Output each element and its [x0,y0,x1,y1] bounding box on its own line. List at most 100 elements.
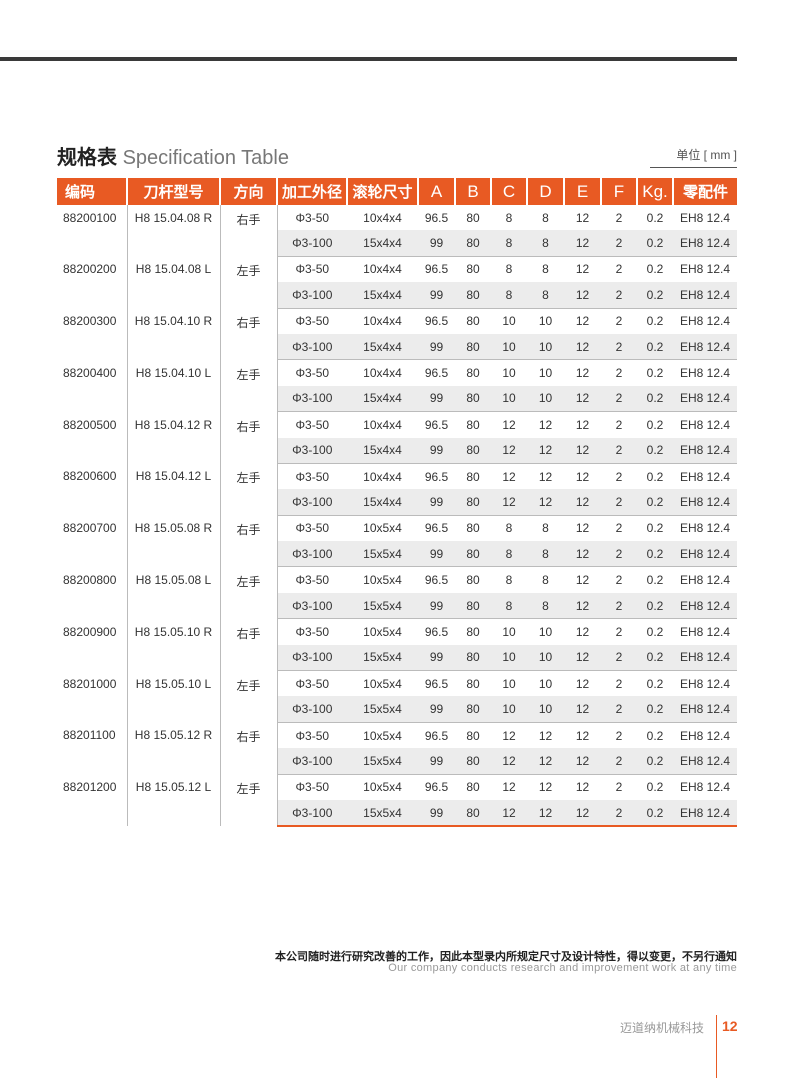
table-cell: 10 [491,696,527,723]
table-cell: EH8 12.4 [673,592,737,620]
table-cell: 96.5 [424,624,449,639]
product-code: 88201000 [57,670,128,723]
table-row: 88200600 H8 15.04.12 L 左手 Φ3-50 10x4x4 96.5 80… [57,463,737,516]
table-cell: 99 [418,437,455,464]
table-cell: 80 [466,573,480,588]
table-cell: 12 [491,437,527,464]
table-cell: 80 [455,748,491,775]
table-cell: 0.2 [637,489,673,516]
table-cell: 0.2 [646,469,664,484]
table-cell: EH8 12.4 [679,469,731,484]
disclaimer-cn: 本公司随时进行研究改善的工作，因此本型录内所规定尺寸及设计特性，得以变更，不另行… [275,951,737,963]
table-cell: 2 [615,521,623,536]
table-cell: 2 [601,541,637,568]
table-cell: 0.2 [637,644,673,672]
table-cell: EH8 12.4 [673,333,737,361]
table-cell: 2 [615,469,623,484]
table-cell: 12 [575,521,590,536]
table-cell: 80 [466,469,480,484]
table-cell: 10 [502,676,516,691]
table-cell: 2 [601,230,637,257]
table-cell: 12 [527,437,564,464]
table-row: 88200200 H8 15.04.08 L 左手 Φ3-50 10x4x4 96.5 80… [57,256,737,309]
table-cell: 2 [615,780,623,795]
table-cell: 8 [527,282,564,309]
table-cell: 8 [491,592,527,620]
table-cell: 12 [575,262,590,277]
direction: 右手 [220,722,278,775]
table-cell: 8 [491,282,527,309]
table-cell: Φ3-50 [295,573,330,588]
table-cell: 8 [542,262,549,277]
table-cell: 2 [615,314,623,329]
table-cell: 8 [505,521,513,536]
page-title: 规格表 Specification Table [57,141,289,170]
table-cell: 12 [564,489,601,516]
table-cell: Φ3-50 [295,521,330,536]
table-cell: 0.2 [646,780,664,795]
tool-model: H8 15.04.10 L [127,359,221,412]
table-cell: 15x5x4 [347,799,418,828]
table-cell: 15x4x4 [347,282,418,309]
table-cell: 0.2 [637,541,673,568]
table-cell: 15x4x4 [347,230,418,257]
page-number: 12 [722,1018,738,1034]
table-cell: 0.2 [637,282,673,309]
table-cell: 12 [575,573,590,588]
table-cell: 0.2 [646,521,664,536]
top-rule [0,57,737,61]
table-cell: 12 [564,437,601,464]
table-cell: 12 [564,230,601,257]
table-cell: 80 [466,417,480,432]
table-cell: Φ3-100 [277,437,347,464]
table-cell: 96.5 [424,417,449,432]
table-cell: 10x4x4 [363,469,402,484]
table-row: Φ3-100 15x5x4 99 80 10 10 12 2 0.2 EH8 12.4 [57,696,737,723]
table-cell: 0.2 [637,333,673,361]
table-cell: 2 [615,573,623,588]
table-cell: 99 [418,644,455,672]
table-cell: 10x4x4 [363,417,402,432]
table-cell: 80 [455,592,491,620]
table-cell: 0.2 [637,696,673,723]
table-cell: 99 [418,592,455,620]
table-cell: 10 [502,624,516,639]
table-cell: 12 [538,728,553,743]
table-cell: EH8 12.4 [679,210,731,225]
tool-model: H8 15.05.08 R [127,515,221,567]
brand-name: 迈道纳机械科技 [620,1021,705,1035]
table-cell: Φ3-100 [277,799,347,828]
table-cell: 12 [502,728,516,743]
table-cell: 10 [538,676,553,691]
table-cell: 2 [615,210,623,225]
table-cell: 0.2 [637,799,673,828]
table-cell: 10 [538,624,553,639]
table-cell: 96.5 [424,676,449,691]
table-cell: EH8 12.4 [673,748,737,775]
table-cell: 2 [615,417,623,432]
direction: 右手 [220,515,278,567]
page-divider [716,1015,717,1078]
tool-model: H8 15.04.12 L [127,463,221,516]
table-cell: 10x5x4 [363,521,402,536]
tool-model: H8 15.04.10 R [127,308,221,360]
table-cell: 12 [575,676,590,691]
table-cell: Φ3-100 [277,489,347,516]
table-cell: 80 [466,366,480,381]
table-cell: 96.5 [424,780,449,795]
product-code: 88200300 [57,308,128,360]
table-cell: EH8 12.4 [679,262,731,277]
unit-label: 单位 [ mm ] [650,146,737,168]
table-cell: 12 [575,417,590,432]
table-row: Φ3-100 15x4x4 99 80 12 12 12 2 0.2 EH8 12.4 [57,437,737,464]
table-row: Φ3-100 15x5x4 99 80 8 8 12 2 0.2 EH8 12.4 [57,541,737,568]
table-cell: 12 [575,780,590,795]
column-header: 滚轮尺寸 [347,178,419,205]
table-cell: 96.5 [424,314,449,329]
table-cell: 80 [455,799,491,828]
table-cell: 12 [502,469,516,484]
table-cell: 12 [564,696,601,723]
table-cell: 80 [455,696,491,723]
table-cell: 80 [455,282,491,309]
table-cell: 80 [455,385,491,413]
